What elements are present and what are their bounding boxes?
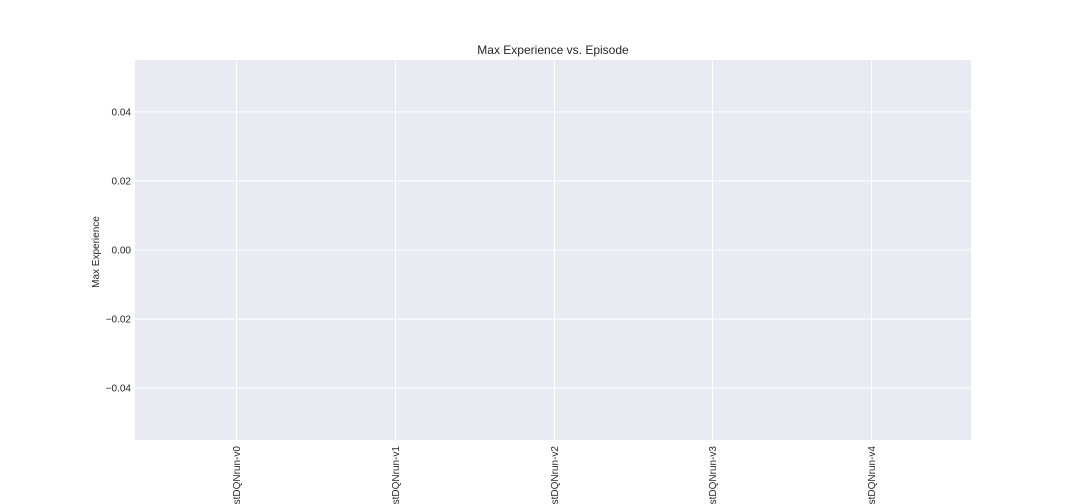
y-tick-label: 0.00 bbox=[112, 246, 132, 257]
x-tick-label: stDQNrun-v1 bbox=[391, 446, 402, 504]
grid-lines bbox=[135, 60, 971, 440]
x-tick-label: stDQNrun-v3 bbox=[708, 446, 719, 504]
y-tick-label: 0.04 bbox=[112, 107, 132, 118]
x-tick-label: stDQNrun-v4 bbox=[867, 446, 878, 504]
y-tick-label: 0.02 bbox=[112, 176, 132, 187]
x-tick-label: stDQNrun-v2 bbox=[550, 446, 561, 504]
x-tick-labels: stDQNrun-v0 stDQNrun-v1 stDQNrun-v2 stDQNru… bbox=[232, 446, 878, 504]
y-tick-label: −0.02 bbox=[106, 315, 132, 326]
x-tick-label: stDQNrun-v0 bbox=[232, 446, 243, 504]
y-axis-label: Max Experience bbox=[91, 216, 102, 288]
y-tick-labels: −0.04 −0.02 0.00 0.02 0.04 bbox=[106, 107, 132, 394]
chart-title: Max Experience vs. Episode bbox=[477, 43, 629, 57]
y-tick-label: −0.04 bbox=[106, 384, 132, 395]
